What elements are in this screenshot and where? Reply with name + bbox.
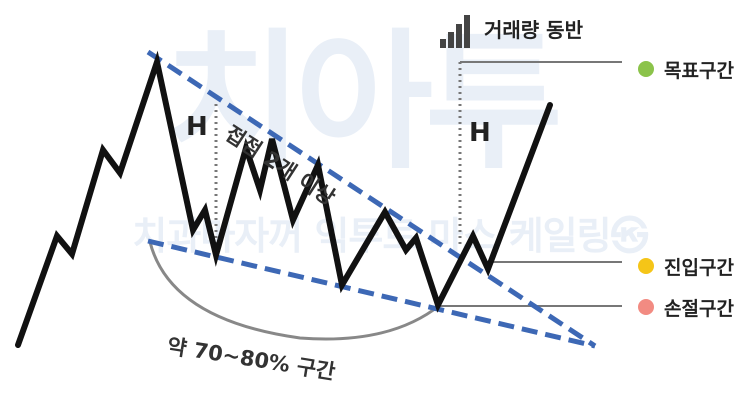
height-label-left: H bbox=[186, 112, 208, 142]
range-arc bbox=[148, 241, 441, 341]
entry-zone-label: 진입구간 bbox=[664, 257, 734, 279]
upper-trendline bbox=[146, 49, 597, 349]
target-zone-label: 목표구간 bbox=[664, 60, 734, 82]
stop-zone-dot bbox=[638, 299, 654, 315]
volume-bars-icon bbox=[440, 12, 476, 48]
target-zone-dot bbox=[638, 61, 654, 77]
height-label-right: H bbox=[469, 118, 491, 148]
stop-zone-label: 손절구간 bbox=[664, 298, 734, 320]
entry-zone-dot bbox=[638, 258, 654, 274]
volume-label: 거래량 동반 bbox=[484, 18, 583, 42]
lower-trendline bbox=[147, 238, 596, 349]
price-line bbox=[15, 50, 553, 348]
watermark-logo: 치아투 bbox=[164, 16, 563, 190]
